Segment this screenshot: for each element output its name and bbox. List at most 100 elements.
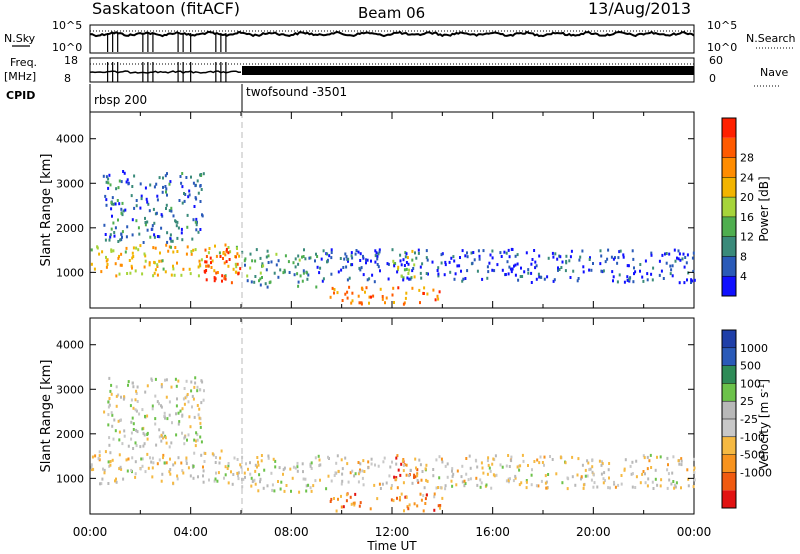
range-cell [162,176,164,180]
range-cell [379,487,382,490]
range-cell [617,483,620,487]
range-cell [298,490,301,494]
range-cell [392,499,395,503]
range-cell [218,461,221,465]
range-cell [345,265,348,269]
range-cell [432,468,435,471]
range-cell [456,264,459,268]
range-cell [184,396,187,400]
range-cell [308,256,311,260]
range-cell [494,454,497,458]
range-cell [453,277,456,281]
range-cell [419,492,422,496]
range-cell [617,256,620,260]
y-tick-label: 2000 [56,222,84,235]
range-cell [416,472,419,476]
range-cell [290,489,292,493]
range-cell [259,283,262,287]
range-cell [216,271,219,274]
range-cell [205,278,208,282]
range-cell [618,273,621,277]
range-cell [452,255,455,259]
range-cell [200,188,203,191]
range-cell [464,482,467,485]
range-cell [402,276,405,280]
range-cell [120,211,123,215]
range-cell [379,287,382,291]
range-cell [132,246,135,250]
range-cell [177,379,180,383]
range-cell [158,428,161,432]
range-cell [134,398,137,402]
range-cell [525,486,528,490]
range-cell [294,257,297,261]
range-cell [117,393,120,397]
range-cell [669,264,672,268]
range-cell [414,251,416,255]
range-cell [196,433,199,437]
range-cell [124,208,127,212]
range-cell [376,257,379,261]
range-cell [289,467,292,471]
range-cell [134,475,137,479]
range-cell [134,408,137,412]
range-cell [115,274,118,278]
range-cell [656,483,659,487]
range-cell [350,502,353,506]
range-cell [92,467,95,471]
range-cell [316,255,319,258]
range-cell [199,425,202,429]
range-cell [156,400,159,404]
range-cell [490,486,493,490]
range-cell [592,473,595,477]
range-cell [196,385,199,389]
range-cell [419,271,422,275]
range-cell [130,398,133,402]
range-cell [619,249,622,253]
range-cell [576,279,579,283]
range-cell [168,413,171,417]
range-cell [437,297,440,301]
range-cell [668,478,671,482]
range-cell [665,252,668,255]
range-cell [670,268,673,272]
range-cell [602,477,605,481]
range-cell [419,301,421,305]
range-cell [243,259,246,263]
range-cell [228,258,231,261]
range-cell [144,186,147,190]
range-cell [186,438,188,442]
range-cell [671,471,674,475]
range-cell [170,385,173,389]
range-cell [690,281,692,284]
range-cell [139,244,142,248]
range-cell [121,201,124,205]
range-cell [241,485,244,489]
range-cell [686,278,688,282]
range-cell [557,266,559,270]
range-cell [507,478,510,482]
range-cell [420,276,423,280]
range-cell [215,456,217,459]
range-cell [141,408,144,412]
range-cell [179,409,182,413]
range-cell [517,464,520,468]
range-cell [93,267,96,271]
cpid-mode-1: rbsp 200 [94,93,147,107]
range-cell [113,231,116,234]
range-cell [535,264,538,268]
range-cell [692,269,695,273]
range-cell [370,457,373,461]
range-cell [156,462,159,466]
range-cell [194,444,197,448]
nsky-label: N.Sky [4,32,36,45]
range-cell [659,455,662,459]
range-cell [101,250,104,254]
range-cell [266,285,269,289]
range-cell [326,252,329,256]
range-cell [602,481,605,485]
colorbar-segment [722,419,736,437]
range-cell [110,411,113,415]
range-cell [108,443,111,447]
range-cell [370,295,372,299]
